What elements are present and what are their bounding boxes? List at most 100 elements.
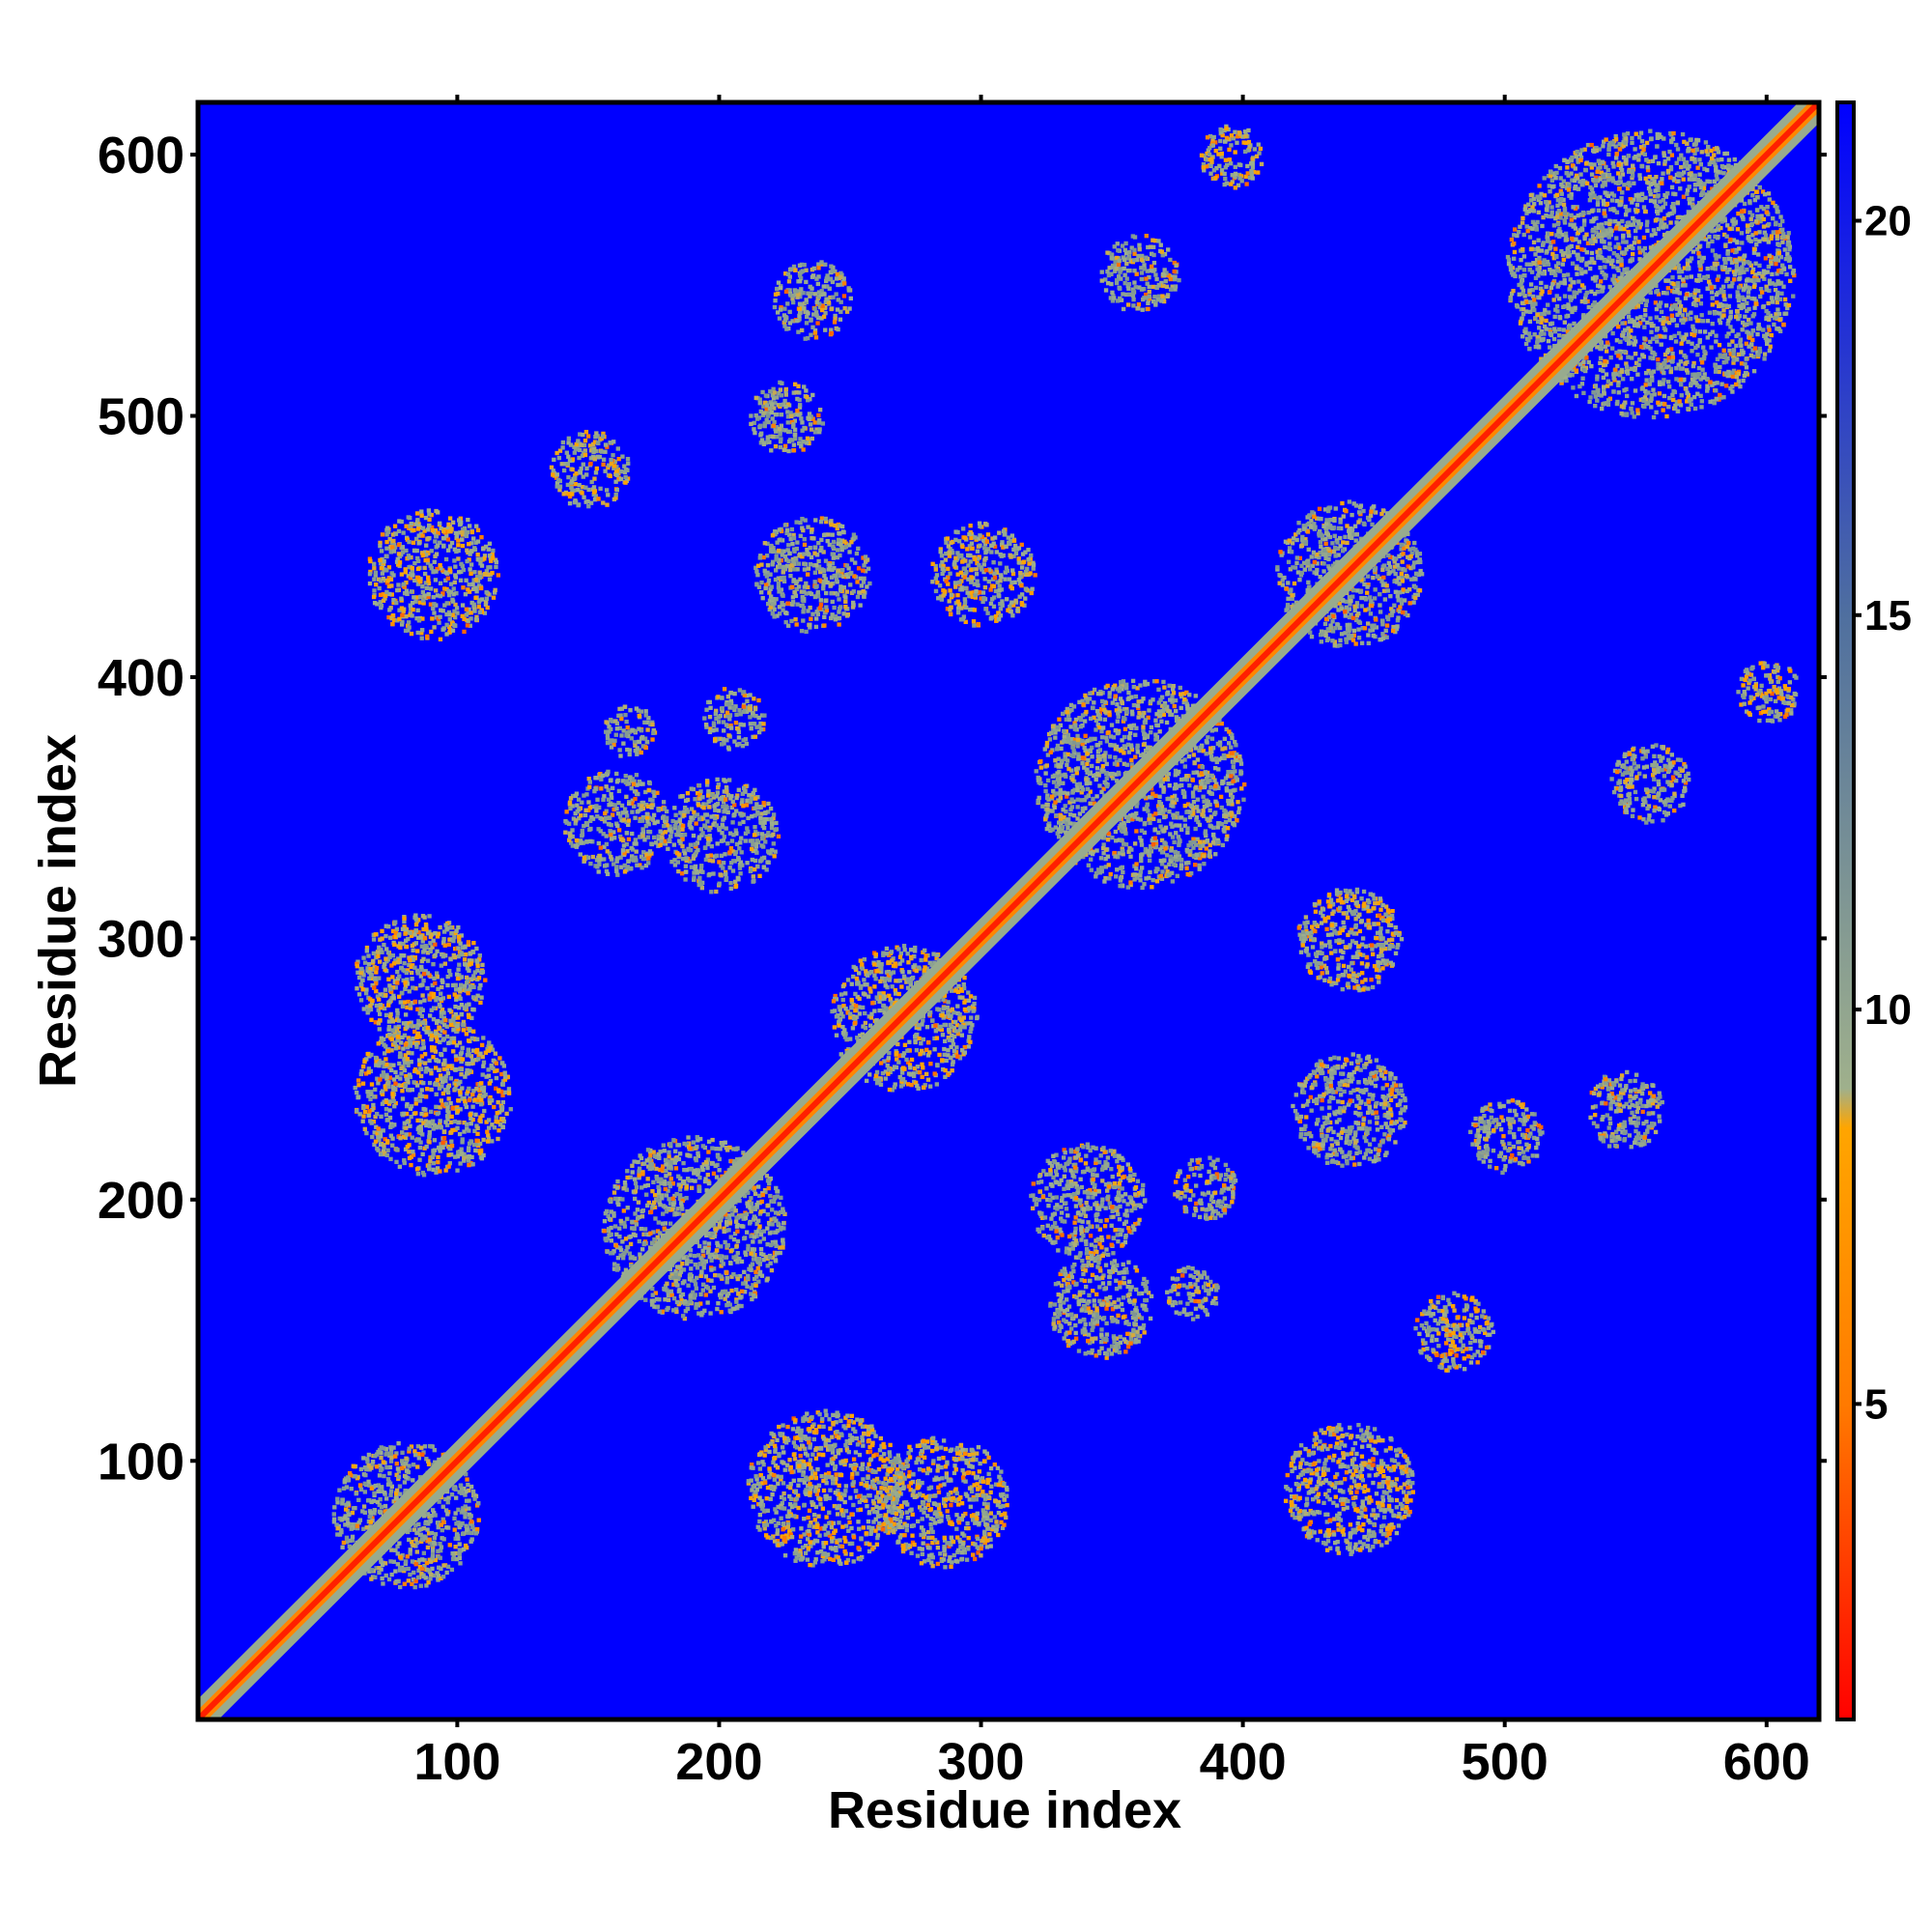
contact-cell: [464, 1489, 469, 1494]
contact-cell: [1193, 863, 1198, 867]
contact-cell: [1402, 543, 1406, 548]
contact-cell: [1385, 566, 1390, 572]
contact-cell: [467, 1488, 471, 1493]
contact-cell: [1345, 626, 1350, 631]
contact-cell: [893, 987, 898, 993]
contact-cell: [602, 1229, 607, 1234]
contact-cell: [1197, 853, 1202, 858]
contact-cell: [729, 1274, 734, 1279]
contact-cell: [1323, 555, 1328, 561]
contact-cell: [908, 1065, 913, 1070]
contact-cell: [1230, 811, 1235, 816]
contact-cell: [1121, 679, 1126, 684]
contact-cell: [693, 1156, 698, 1161]
contact-cell: [1132, 872, 1137, 877]
contact-cell: [1323, 630, 1328, 635]
contact-cell: [1080, 809, 1086, 813]
contact-cell: [1410, 546, 1416, 552]
contact-cell: [1527, 235, 1533, 240]
contact-cell: [668, 1266, 672, 1271]
contact-cell: [1406, 587, 1412, 592]
contact-cell: [1182, 757, 1187, 762]
contact-cell: [1191, 770, 1196, 775]
contact-cell: [1072, 726, 1078, 731]
contact-cell: [1171, 815, 1177, 820]
contact-cell: [834, 1033, 839, 1037]
contact-cell: [648, 1162, 653, 1167]
contact-cell: [1629, 366, 1634, 371]
contact-cell: [623, 1183, 628, 1188]
contact-cell: [710, 1137, 715, 1143]
contact-cell: [1661, 198, 1666, 203]
contact-cell: [1319, 532, 1323, 537]
contact-cell: [1194, 770, 1200, 775]
contact-cell: [942, 1052, 947, 1058]
contact-cell: [1072, 787, 1077, 792]
contact-cell: [674, 1191, 679, 1197]
contact-cell: [1147, 853, 1152, 858]
contact-cell: [1312, 570, 1317, 575]
contact-cell: [421, 1574, 426, 1579]
contact-cell: [1179, 705, 1183, 711]
contact-cell: [1394, 556, 1399, 561]
contact-cell: [693, 1179, 697, 1183]
contact-cell: [950, 1062, 955, 1067]
contact-cell: [1112, 761, 1118, 766]
contact-cell: [1074, 767, 1079, 772]
contact-cell: [1361, 508, 1366, 514]
contact-cell: [1191, 837, 1196, 841]
contact-cell: [416, 1521, 421, 1527]
contact-cell: [693, 1262, 698, 1267]
contact-cell: [781, 1226, 786, 1231]
contact-cell: [850, 1026, 856, 1031]
contact-cell: [1203, 831, 1208, 836]
contact-cell: [436, 1548, 440, 1553]
contact-cell: [1165, 704, 1170, 709]
contact-cell: [959, 1048, 965, 1053]
contact-cell: [1582, 218, 1587, 223]
contact-cell: [719, 1274, 724, 1279]
contact-cell: [921, 1051, 926, 1056]
contact-cell: [1155, 804, 1161, 809]
contact-cell: [921, 1037, 926, 1042]
contact-cell: [1101, 836, 1106, 840]
contact-cell: [1335, 643, 1340, 648]
contact-cell: [1767, 338, 1772, 343]
contact-cell: [962, 1044, 967, 1050]
contact-cell: [676, 1156, 682, 1162]
contact-cell: [1746, 295, 1750, 299]
contact-cell: [1173, 782, 1179, 787]
contact-cell: [1383, 628, 1388, 634]
contact-cell: [887, 1087, 893, 1093]
contact-cell: [645, 1148, 651, 1152]
contact-cell: [1122, 751, 1126, 755]
contact-cell: [778, 1245, 782, 1250]
contact-cell: [1085, 767, 1090, 772]
contact-cell: [705, 1300, 710, 1305]
contact-cell: [735, 1260, 740, 1264]
contact-cell: [1408, 565, 1413, 571]
contact-cell: [724, 1220, 729, 1225]
contact-cell: [1204, 846, 1208, 851]
contact-cell: [950, 1068, 954, 1073]
contact-cell: [1657, 380, 1662, 384]
contact-cell: [666, 1297, 671, 1302]
contact-cell: [1677, 310, 1682, 316]
contact-cell: [1392, 579, 1397, 584]
contact-cell: [1104, 771, 1109, 777]
contact-cell: [1317, 554, 1321, 560]
contact-cell: [664, 1193, 669, 1198]
contact-cell: [1340, 598, 1346, 603]
contact-cell: [1092, 715, 1096, 721]
contact-cell: [1164, 774, 1170, 779]
contact-cell: [393, 1569, 398, 1574]
contact-cell: [861, 1024, 866, 1029]
contact-cell: [422, 1557, 427, 1563]
contact-cell: [1089, 736, 1094, 742]
contact-cell: [1065, 710, 1069, 715]
contact-cell: [848, 1011, 853, 1016]
contact-cell: [671, 1138, 676, 1143]
contact-cell: [742, 1269, 747, 1275]
contact-cell: [1094, 870, 1099, 876]
contact-cell: [1359, 604, 1364, 609]
